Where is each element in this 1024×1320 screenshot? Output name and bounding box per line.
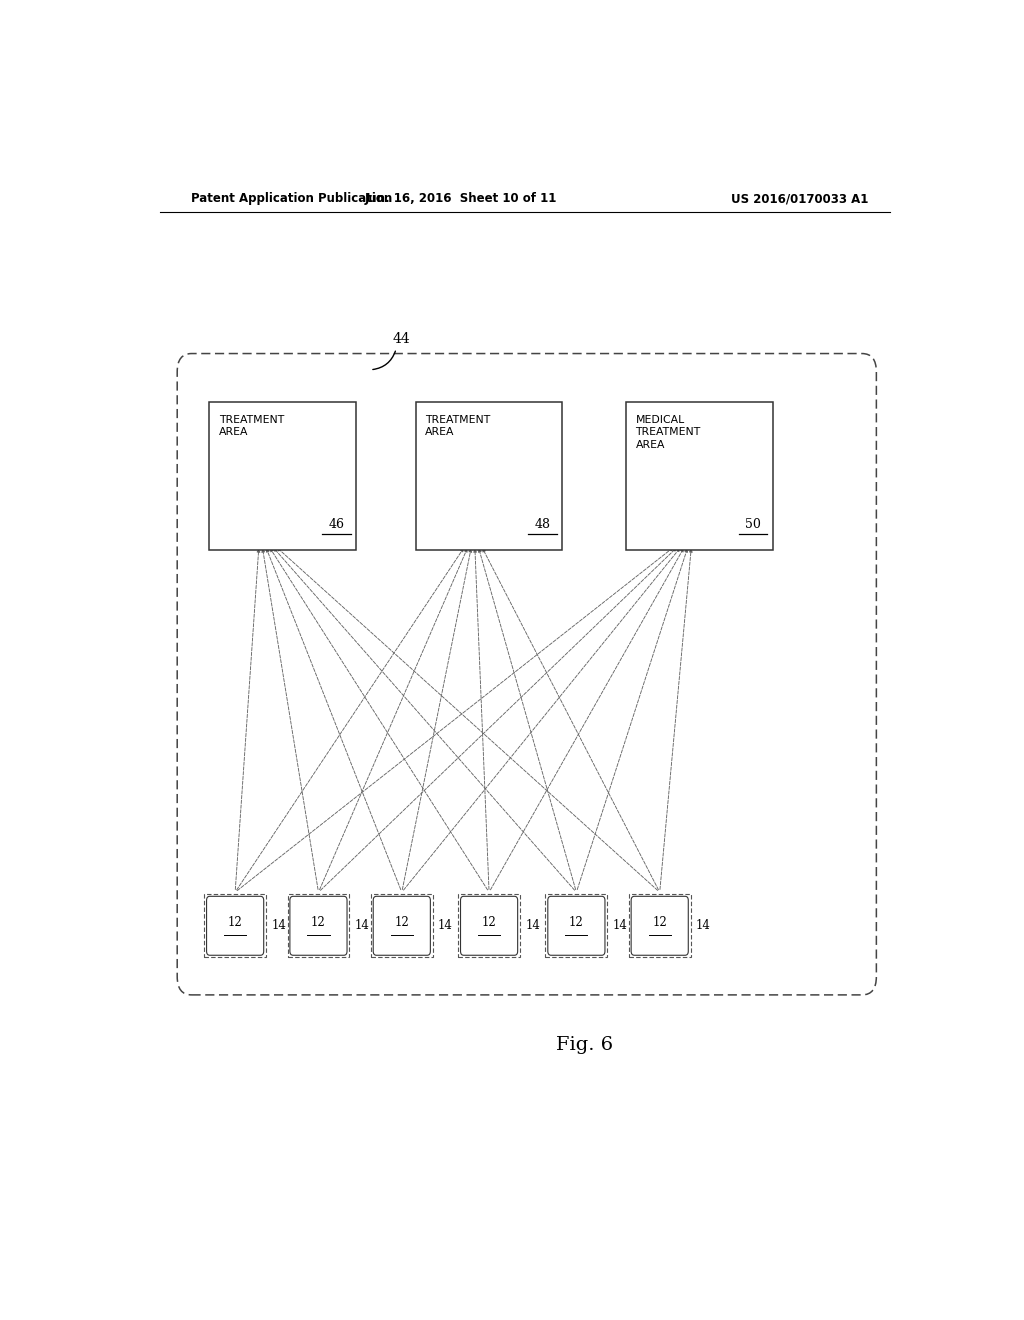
Text: Patent Application Publication: Patent Application Publication xyxy=(191,191,393,205)
FancyBboxPatch shape xyxy=(177,354,877,995)
FancyBboxPatch shape xyxy=(631,896,688,956)
FancyBboxPatch shape xyxy=(373,896,430,956)
FancyBboxPatch shape xyxy=(626,403,773,549)
FancyBboxPatch shape xyxy=(546,894,607,957)
Text: 12: 12 xyxy=(311,916,326,929)
Text: 12: 12 xyxy=(652,916,667,929)
Text: 12: 12 xyxy=(481,916,497,929)
Text: 50: 50 xyxy=(745,519,761,532)
FancyBboxPatch shape xyxy=(207,896,264,956)
Text: 44: 44 xyxy=(393,333,411,346)
Text: Fig. 6: Fig. 6 xyxy=(556,1036,613,1053)
Text: TREATMENT
AREA: TREATMENT AREA xyxy=(425,414,490,437)
Text: 14: 14 xyxy=(525,919,541,932)
FancyBboxPatch shape xyxy=(461,896,518,956)
FancyBboxPatch shape xyxy=(209,403,356,549)
Text: MEDICAL
TREATMENT
AREA: MEDICAL TREATMENT AREA xyxy=(636,414,700,450)
Text: 12: 12 xyxy=(569,916,584,929)
Text: 14: 14 xyxy=(271,919,287,932)
Text: Jun. 16, 2016  Sheet 10 of 11: Jun. 16, 2016 Sheet 10 of 11 xyxy=(366,191,557,205)
FancyBboxPatch shape xyxy=(458,894,520,957)
Text: 14: 14 xyxy=(696,919,711,932)
Text: 14: 14 xyxy=(438,919,453,932)
FancyBboxPatch shape xyxy=(288,894,349,957)
FancyBboxPatch shape xyxy=(548,896,605,956)
Text: US 2016/0170033 A1: US 2016/0170033 A1 xyxy=(731,191,868,205)
FancyBboxPatch shape xyxy=(371,894,433,957)
Text: 12: 12 xyxy=(227,916,243,929)
FancyBboxPatch shape xyxy=(290,896,347,956)
Text: 14: 14 xyxy=(354,919,370,932)
FancyBboxPatch shape xyxy=(204,894,266,957)
FancyBboxPatch shape xyxy=(416,403,562,549)
Text: 12: 12 xyxy=(394,916,410,929)
Text: 48: 48 xyxy=(535,519,551,532)
Text: 46: 46 xyxy=(329,519,344,532)
FancyBboxPatch shape xyxy=(629,894,690,957)
Text: TREATMENT
AREA: TREATMENT AREA xyxy=(219,414,284,437)
Text: 14: 14 xyxy=(612,919,628,932)
